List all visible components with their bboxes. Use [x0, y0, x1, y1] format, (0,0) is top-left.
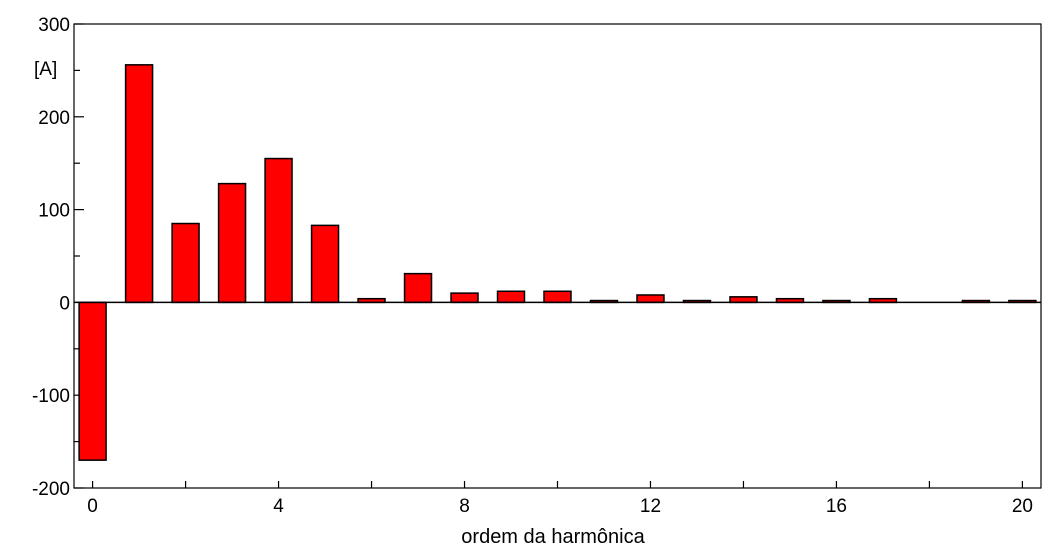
bar-h0 — [78, 301, 107, 461]
bar-h12 — [636, 294, 665, 304]
bar-h2 — [171, 222, 200, 304]
y-tick-label: -200 — [32, 479, 70, 500]
x-tick-label: 4 — [273, 496, 284, 517]
y-tick-label: -100 — [32, 386, 70, 407]
y-axis-ticks: -200 -100 0 100 200 300 — [32, 15, 84, 500]
bar-h10 — [543, 290, 572, 304]
y-axis-unit-label: [A] — [34, 59, 57, 80]
x-axis-title: ordem da harmônica — [461, 526, 645, 548]
y-tick-label: 200 — [38, 108, 70, 129]
bar-h14 — [729, 296, 758, 304]
x-tick-label: 0 — [87, 496, 98, 517]
bar-h9 — [496, 290, 526, 304]
y-tick-label: 0 — [59, 293, 70, 314]
x-tick-label: 8 — [459, 496, 470, 517]
y-tick-label: 100 — [38, 201, 70, 222]
bar-h1 — [124, 64, 154, 304]
y-tick-label: 300 — [38, 15, 70, 36]
bar-h8 — [450, 292, 479, 304]
bar-h3 — [217, 182, 247, 304]
x-tick-label: 20 — [1012, 496, 1033, 517]
bar-h5 — [310, 224, 340, 304]
x-tick-label: 12 — [640, 496, 661, 517]
x-tick-label: 16 — [826, 496, 847, 517]
x-axis-ticks: 0 4 8 12 16 20 — [87, 481, 1033, 517]
bar-h4 — [264, 157, 293, 304]
bar-h7 — [403, 272, 433, 304]
